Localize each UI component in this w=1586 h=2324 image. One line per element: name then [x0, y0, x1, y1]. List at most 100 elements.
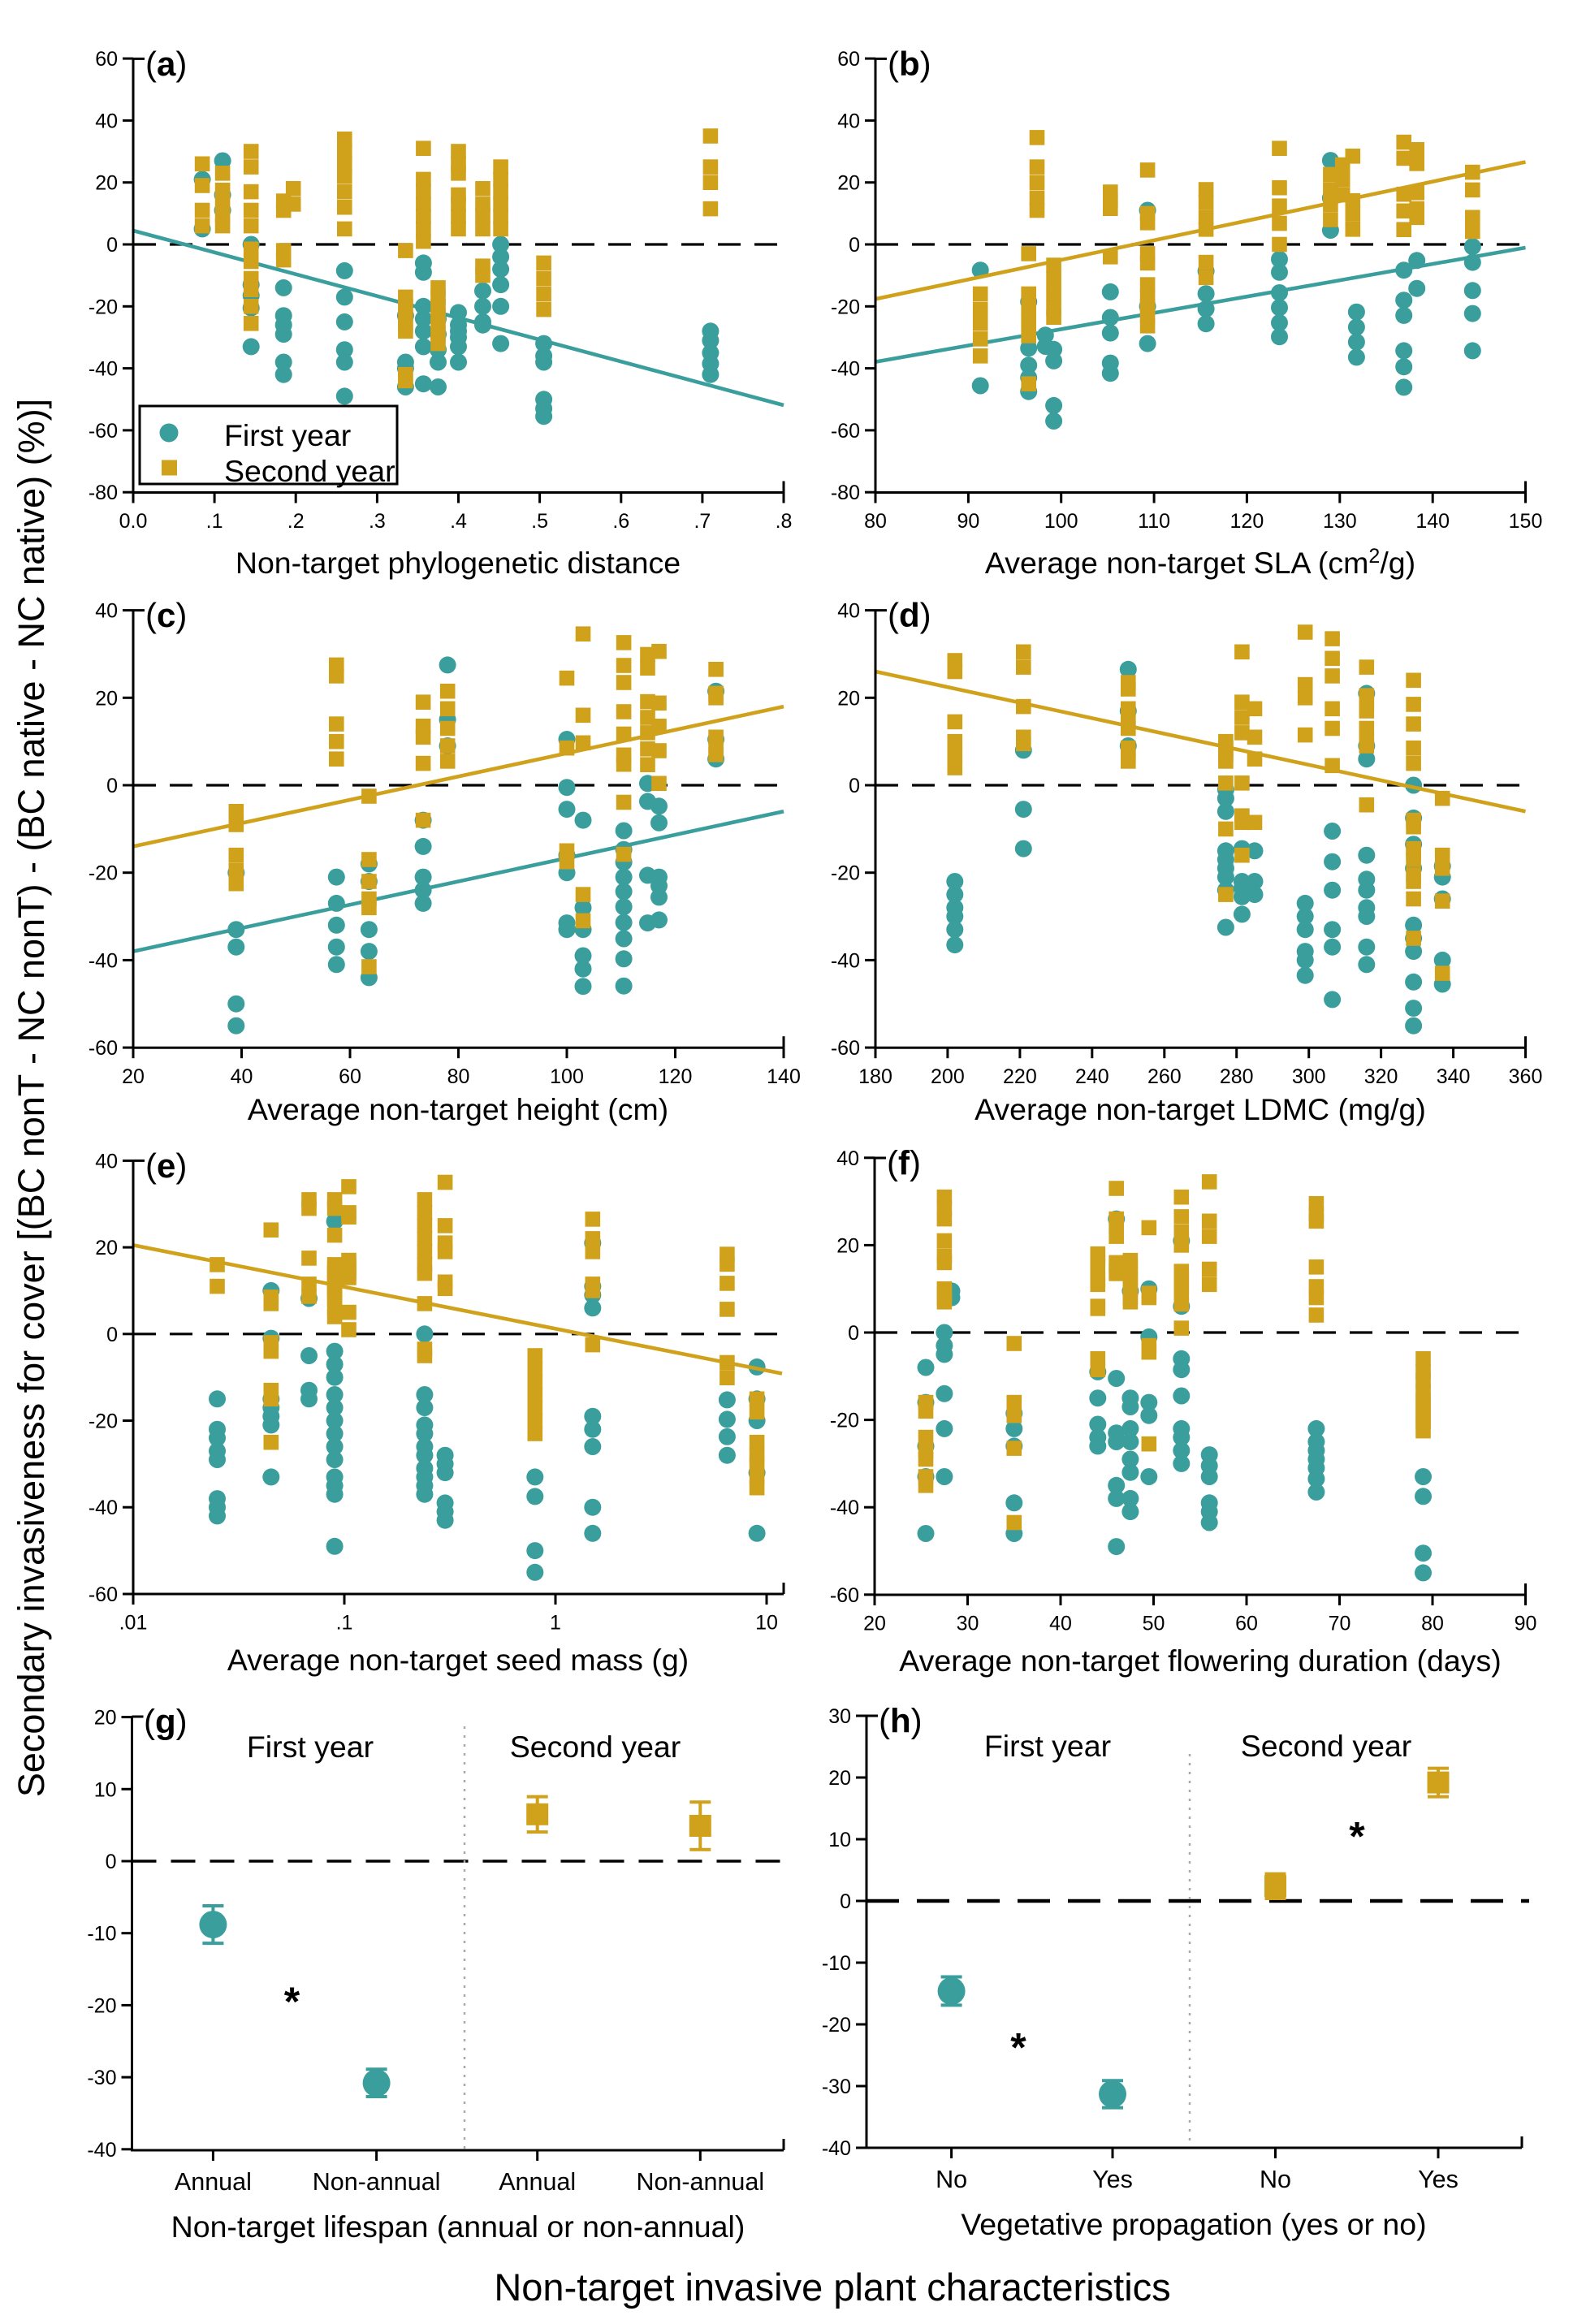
svg-text:Secondary invasiveness for cov: Secondary invasiveness for cover [(BC no… — [11, 399, 52, 1797]
svg-text:Average non-target LDMC (mg/g): Average non-target LDMC (mg/g) — [975, 1092, 1426, 1126]
svg-text:20: 20 — [95, 172, 118, 195]
svg-text:-10: -10 — [822, 1952, 851, 1975]
svg-text:No: No — [1260, 2166, 1291, 2193]
svg-text:0: 0 — [106, 775, 118, 797]
svg-text:First year: First year — [984, 1729, 1111, 1763]
svg-text:-30: -30 — [87, 2067, 116, 2089]
svg-text:Second year: Second year — [224, 454, 395, 488]
svg-text:-40: -40 — [830, 1497, 859, 1519]
svg-text:Annual: Annual — [499, 2168, 576, 2196]
svg-text:0.0: 0.0 — [119, 510, 148, 533]
svg-text:100: 100 — [550, 1065, 584, 1088]
svg-text:0: 0 — [849, 234, 860, 257]
svg-text:0: 0 — [848, 1322, 859, 1345]
svg-text:-60: -60 — [830, 1584, 859, 1607]
svg-text:(g): (g) — [144, 1703, 188, 1741]
svg-text:20: 20 — [95, 687, 118, 710]
svg-text:*: * — [284, 1979, 300, 2024]
svg-text:60: 60 — [95, 48, 118, 71]
svg-text:90: 90 — [957, 510, 979, 533]
svg-text:40: 40 — [1049, 1613, 1072, 1635]
svg-text:90: 90 — [1515, 1613, 1537, 1635]
svg-text:(b): (b) — [888, 45, 931, 83]
svg-text:.6: .6 — [612, 510, 629, 533]
svg-text:-20: -20 — [89, 1410, 118, 1433]
svg-text:-60: -60 — [831, 1037, 860, 1060]
svg-text:Average non-target seed mass (: Average non-target seed mass (g) — [227, 1643, 689, 1677]
svg-text:Non-target lifespan (annual or: Non-target lifespan (annual or non-annua… — [171, 2210, 745, 2244]
svg-text:-30: -30 — [822, 2076, 851, 2098]
svg-text:First year: First year — [224, 418, 351, 452]
svg-text:-60: -60 — [89, 1037, 118, 1060]
svg-text:.5: .5 — [531, 510, 548, 533]
svg-text:.3: .3 — [369, 510, 386, 533]
svg-text:140: 140 — [1415, 510, 1450, 533]
svg-text:Average non-target flowering d: Average non-target flowering duration (d… — [899, 1644, 1501, 1678]
svg-text:320: 320 — [1364, 1065, 1398, 1088]
svg-text:60: 60 — [339, 1065, 361, 1088]
svg-text:80: 80 — [1421, 1613, 1444, 1635]
svg-text:220: 220 — [1003, 1065, 1037, 1088]
svg-text:120: 120 — [659, 1065, 693, 1088]
svg-text:Average non-target height (cm): Average non-target height (cm) — [248, 1092, 668, 1126]
svg-text:-20: -20 — [822, 2014, 851, 2037]
svg-text:40: 40 — [837, 600, 860, 623]
svg-text:130: 130 — [1323, 510, 1357, 533]
svg-text:70: 70 — [1329, 1613, 1351, 1635]
svg-text:-10: -10 — [87, 1923, 116, 1946]
svg-text:40: 40 — [95, 110, 118, 132]
svg-text:300: 300 — [1292, 1065, 1326, 1088]
svg-text:120: 120 — [1230, 510, 1264, 533]
svg-text:10: 10 — [755, 1612, 778, 1635]
svg-text:60: 60 — [837, 48, 860, 71]
svg-text:-60: -60 — [831, 420, 860, 443]
svg-text:Non-target invasive plant char: Non-target invasive plant characteristic… — [494, 2266, 1170, 2309]
svg-text:Non-annual: Non-annual — [313, 2168, 441, 2196]
svg-text:(d): (d) — [888, 596, 931, 634]
svg-text:20: 20 — [837, 687, 860, 710]
svg-text:260: 260 — [1147, 1065, 1182, 1088]
svg-text:Yes: Yes — [1092, 2166, 1133, 2193]
svg-text:-20: -20 — [831, 862, 860, 885]
svg-text:0: 0 — [106, 234, 118, 257]
svg-text:Non-target phylogenetic distan: Non-target phylogenetic distance — [236, 546, 681, 580]
svg-text:-60: -60 — [89, 1583, 118, 1606]
svg-text:-60: -60 — [89, 420, 118, 443]
svg-text:-80: -80 — [89, 482, 118, 504]
svg-text:150: 150 — [1509, 510, 1543, 533]
svg-text:-20: -20 — [89, 296, 118, 318]
svg-text:20: 20 — [863, 1613, 886, 1635]
svg-text:40: 40 — [836, 1147, 859, 1170]
svg-text:-40: -40 — [822, 2137, 851, 2160]
svg-text:280: 280 — [1220, 1065, 1254, 1088]
svg-text:-80: -80 — [831, 482, 860, 504]
svg-text:180: 180 — [858, 1065, 892, 1088]
svg-text:200: 200 — [931, 1065, 965, 1088]
svg-text:-40: -40 — [831, 358, 860, 381]
svg-text:Annual: Annual — [175, 2168, 252, 2196]
svg-text:0: 0 — [106, 1324, 118, 1346]
svg-text:240: 240 — [1075, 1065, 1109, 1088]
svg-text:1: 1 — [550, 1612, 561, 1635]
svg-text:50: 50 — [1143, 1613, 1165, 1635]
svg-text:-20: -20 — [830, 1410, 859, 1432]
svg-text:.01: .01 — [119, 1612, 148, 1635]
svg-text:(c): (c) — [145, 596, 187, 634]
svg-text:*: * — [1010, 2025, 1026, 2071]
svg-text:30: 30 — [828, 1705, 851, 1728]
svg-text:30: 30 — [957, 1613, 979, 1635]
svg-text:20: 20 — [94, 1707, 117, 1730]
svg-text:(h): (h) — [879, 1702, 923, 1740]
svg-text:80: 80 — [864, 510, 887, 533]
svg-text:20: 20 — [837, 172, 860, 195]
svg-text:40: 40 — [95, 1150, 118, 1173]
svg-text:40: 40 — [95, 600, 118, 623]
svg-text:0: 0 — [849, 775, 860, 797]
svg-text:0: 0 — [106, 1851, 117, 1873]
svg-text:Non-annual: Non-annual — [636, 2168, 764, 2196]
svg-text:Second year: Second year — [1241, 1729, 1412, 1763]
svg-text:-40: -40 — [831, 949, 860, 972]
svg-text:-20: -20 — [87, 1994, 116, 2017]
svg-text:360: 360 — [1509, 1065, 1543, 1088]
svg-text:140: 140 — [767, 1065, 801, 1088]
